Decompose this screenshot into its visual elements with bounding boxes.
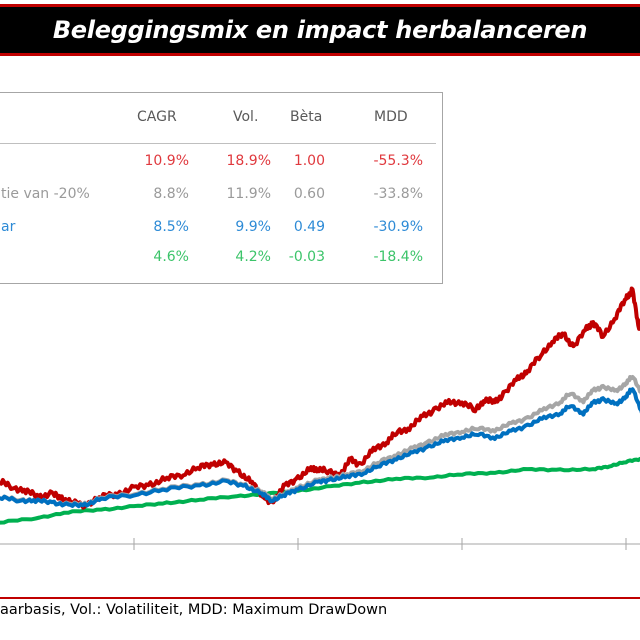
header-beta: Bèta [290, 109, 323, 125]
row-label: tie van -20% [1, 186, 90, 202]
row-label: ar [1, 219, 16, 235]
line-chart: 2005201020152020 [0, 286, 640, 550]
table-cell-vol: 9.9% [235, 219, 271, 235]
table-cell-vol: 18.9% [226, 153, 271, 169]
header-mdd: MDD [374, 109, 408, 125]
series-line-blue [0, 387, 640, 509]
table-cell-vol: 4.2% [235, 249, 271, 265]
table-cell-mdd: -18.4% [373, 249, 423, 265]
table-cell-vol: 11.9% [226, 186, 271, 202]
header-divider [0, 143, 436, 144]
series-line-gray [0, 375, 640, 508]
title-bar: Beleggingsmix en impact herbalanceren [0, 4, 640, 56]
chart-title: Beleggingsmix en impact herbalanceren [52, 16, 588, 44]
table-cell-cagr: 4.6% [153, 249, 189, 265]
stats-table: CAGR Vol. Bèta MDD 10.9% 18.9% 1.00 -55.3% t… [0, 92, 443, 284]
series-line-green [0, 456, 640, 525]
footer-note: aarbasis, Vol.: Volatiliteit, MDD: Maxim… [0, 602, 388, 618]
table-cell-cagr: 8.8% [153, 186, 189, 202]
header-vol: Vol. [233, 109, 259, 125]
footer-divider [0, 597, 640, 599]
table-cell-bta: 0.60 [293, 186, 325, 202]
table-cell-cagr: 8.5% [153, 219, 189, 235]
table-cell-mdd: -55.3% [373, 153, 423, 169]
header-cagr: CAGR [137, 109, 177, 125]
table-cell-bta: 1.00 [293, 153, 325, 169]
series-line-red [0, 286, 640, 510]
table-cell-bta: 0.49 [293, 219, 325, 235]
table-cell-cagr: 10.9% [144, 153, 189, 169]
table-cell-mdd: -30.9% [373, 219, 423, 235]
table-cell-mdd: -33.8% [373, 186, 423, 202]
table-cell-bta: -0.03 [288, 249, 325, 265]
